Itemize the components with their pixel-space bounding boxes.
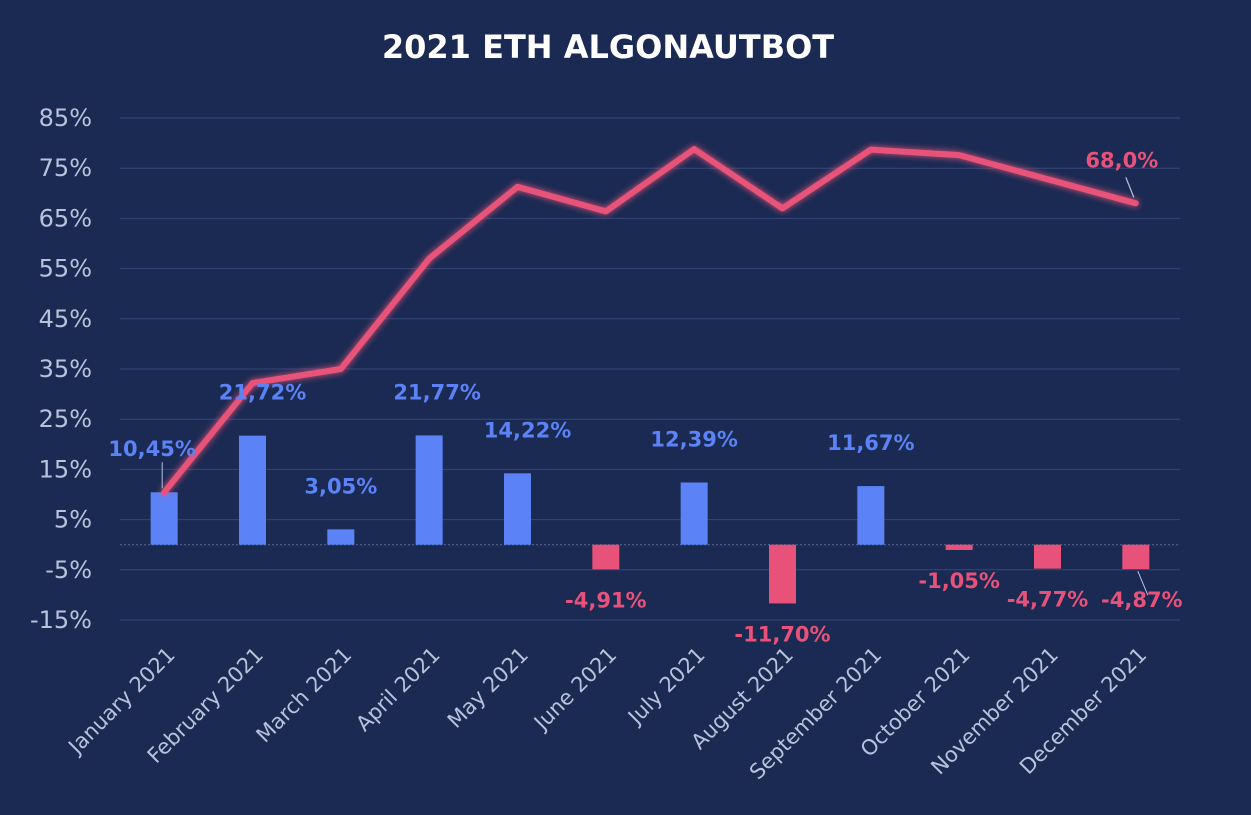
bar-data-label: -11,70%: [734, 622, 830, 646]
y-tick-label: 15%: [39, 455, 92, 483]
line-point: [250, 381, 255, 386]
line-point: [957, 153, 962, 158]
line-point: [427, 256, 432, 261]
bar-data-labels: 10,45% 21,72% 3,05% 21,77%14,22% -4,91% 12,39…: [108, 380, 1182, 646]
bar-data-label: 21,77%: [393, 380, 480, 404]
bar-data-label: 11,67%: [827, 431, 914, 455]
line-point: [338, 367, 343, 371]
bar-data-label: -1,05%: [918, 569, 1000, 593]
bar: [769, 544, 796, 604]
y-tick-label: 65%: [39, 204, 92, 232]
bar: [857, 486, 885, 545]
gridlines: [120, 117, 1180, 621]
bar: [150, 492, 178, 545]
bar: [415, 435, 443, 545]
x-category-label: July 2021: [622, 643, 710, 731]
line-series: 68,0%: [161, 146, 1158, 496]
line-point: [780, 206, 785, 211]
chart-title: 2021 ETH ALGONAUTBOT: [382, 28, 834, 66]
bar: [504, 473, 531, 545]
bar: [592, 544, 620, 570]
y-tick-label: 85%: [39, 104, 92, 132]
line-point: [515, 184, 520, 189]
x-category-label: May 2021: [443, 643, 533, 733]
y-tick-label: 5%: [54, 506, 92, 534]
bar-data-label: 10,45%: [108, 437, 195, 461]
x-category-label: April 2021: [351, 643, 444, 736]
y-tick-label: 45%: [39, 305, 92, 333]
y-tick-label: -15%: [30, 606, 92, 634]
y-tick-label: -5%: [45, 556, 92, 584]
y-tick-label: 25%: [39, 405, 92, 433]
line-point: [692, 147, 697, 152]
bar-data-label: -4,91%: [565, 588, 647, 612]
bar: [1034, 544, 1061, 569]
y-tick-label: 55%: [39, 255, 92, 283]
y-tick-label: 75%: [39, 154, 92, 182]
bar-label-leader: [1137, 570, 1149, 596]
x-category-label: March 2021: [252, 643, 357, 748]
y-tick-label: 35%: [39, 355, 92, 383]
line-point: [162, 490, 167, 495]
y-axis: 85% 75% 65% 55% 45% 35% 25% 15% 5% -5% -15%: [30, 104, 92, 634]
bar-data-label: -4,87%: [1101, 588, 1183, 612]
bar-series: [150, 435, 1150, 604]
bar: [945, 544, 973, 550]
bar-data-label: 12,39%: [650, 428, 737, 452]
line-point: [603, 209, 608, 214]
x-category-label: June 2021: [528, 643, 621, 736]
line-point: [1045, 177, 1050, 182]
line-end-label: 68,0%: [1085, 148, 1158, 172]
line-point: [1133, 201, 1138, 206]
bar: [1122, 544, 1150, 570]
bar-data-label: 14,22%: [484, 418, 571, 442]
line-point: [868, 147, 873, 152]
cumulative-line: [161, 146, 1139, 496]
bar: [239, 435, 266, 545]
line-label-leader: [1125, 177, 1135, 198]
bar-data-label: 3,05%: [304, 474, 377, 498]
bar-data-label: -4,77%: [1007, 588, 1089, 612]
bar: [680, 482, 708, 545]
bar: [327, 529, 355, 545]
bar-data-label: 21,72%: [219, 381, 306, 405]
